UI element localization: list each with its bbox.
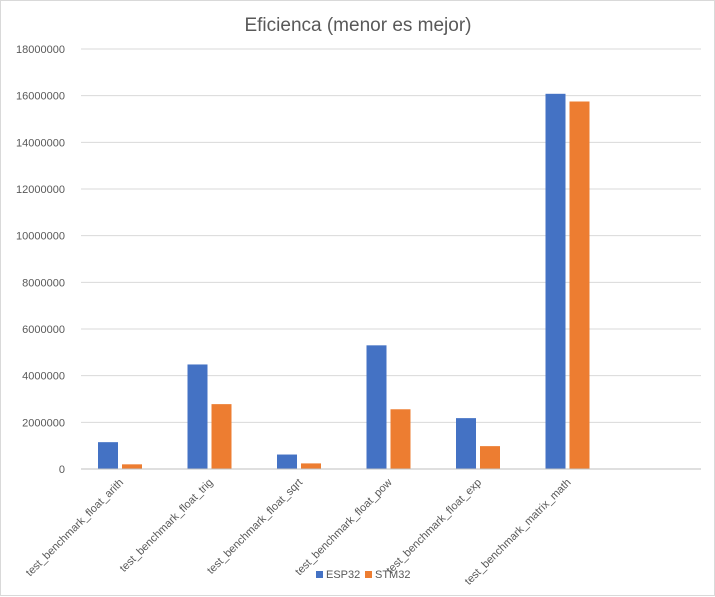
- x-category-label: test_benchmark_float_sqrt: [205, 477, 305, 577]
- y-tick-label: 8000000: [22, 277, 65, 289]
- x-category-label: test_benchmark_float_pow: [293, 477, 394, 578]
- y-axis-ticks: 0 2000000 4000000 6000000 8000000 10000000 120…: [16, 44, 65, 476]
- bar-stm32-0: [122, 464, 142, 469]
- legend-swatch-esp32: [316, 571, 323, 578]
- x-category-label: test_benchmark_matrix_math: [463, 477, 574, 588]
- x-category-label: test_benchmark_float_exp: [384, 477, 484, 577]
- bar-esp32-1: [187, 364, 208, 469]
- bar-esp32-4: [456, 418, 476, 469]
- legend-label: ESP32: [326, 569, 360, 581]
- bars: [98, 93, 590, 470]
- y-tick-label: 6000000: [22, 324, 65, 336]
- y-tick-label: 4000000: [22, 371, 65, 383]
- x-category-label: test_benchmark_float_trig: [118, 477, 216, 575]
- y-tick-label: 18000000: [16, 44, 65, 56]
- y-tick-label: 14000000: [16, 137, 65, 149]
- bar-stm32-2: [301, 463, 321, 469]
- gridlines: [81, 48, 701, 423]
- bar-stm32-3: [390, 409, 411, 469]
- x-category-label: test_benchmark_float_arith: [24, 477, 126, 579]
- legend: ESP32 STM32: [316, 569, 410, 581]
- chart-title: Eficienca (menor es mejor): [244, 15, 471, 36]
- y-tick-label: 12000000: [16, 184, 65, 196]
- y-tick-label: 2000000: [22, 417, 65, 429]
- bar-stm32-1: [211, 404, 232, 469]
- bar-esp32-2: [277, 454, 297, 469]
- y-tick-label: 16000000: [16, 91, 65, 103]
- bar-esp32-5: [545, 93, 566, 470]
- legend-swatch-stm32: [365, 571, 372, 578]
- bar-esp32-3: [366, 345, 387, 469]
- x-axis-labels: test_benchmark_float_arithtest_benchmark…: [24, 477, 574, 588]
- legend-label: STM32: [375, 569, 410, 581]
- y-tick-label: 10000000: [16, 231, 65, 243]
- y-tick-label: 0: [59, 464, 65, 476]
- bar-stm32-5: [569, 101, 590, 469]
- bar-stm32-4: [480, 446, 500, 469]
- bar-esp32-0: [98, 442, 118, 469]
